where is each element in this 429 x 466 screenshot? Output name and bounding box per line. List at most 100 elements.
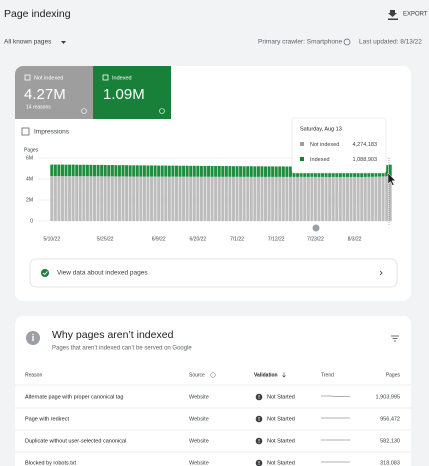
view-link[interactable]: View data about indexed pages xyxy=(57,270,148,277)
bar xyxy=(388,164,392,177)
bar xyxy=(196,176,200,221)
bar xyxy=(264,166,268,177)
bar xyxy=(210,176,214,221)
bar xyxy=(306,176,310,221)
bar xyxy=(221,166,225,177)
bar xyxy=(274,166,278,177)
pages-filter[interactable]: All known pages xyxy=(4,39,52,46)
bar xyxy=(93,176,97,221)
bar xyxy=(171,176,175,221)
tile-label: Indexed xyxy=(112,75,132,81)
bar xyxy=(317,176,321,221)
section-title: Why pages aren’t indexed xyxy=(52,329,174,341)
bar xyxy=(217,176,221,221)
bar xyxy=(132,176,136,221)
status-glyph xyxy=(258,420,260,421)
annotation-marker[interactable] xyxy=(312,224,320,232)
bar xyxy=(363,176,367,221)
bar xyxy=(296,176,300,221)
not-indexed-tile[interactable] xyxy=(15,66,93,119)
export-icon[interactable] xyxy=(388,10,398,20)
bar xyxy=(50,176,54,221)
bar xyxy=(256,176,260,221)
bar xyxy=(82,176,86,221)
export-button[interactable]: EXPORT xyxy=(403,12,428,18)
column-header: Validation xyxy=(254,372,278,378)
bar xyxy=(221,176,225,221)
bar xyxy=(278,166,282,177)
info-icon[interactable] xyxy=(159,108,165,114)
bar xyxy=(288,176,292,221)
bar xyxy=(146,176,150,221)
x-tick-label: 8/3/22 xyxy=(348,236,362,242)
column-header: Trend xyxy=(321,372,334,378)
bar xyxy=(260,176,264,221)
bar xyxy=(385,165,389,177)
bar xyxy=(321,176,325,221)
cursor xyxy=(387,172,397,186)
bar xyxy=(78,164,82,177)
bar xyxy=(150,165,154,177)
x-tick-label: 7/12/22 xyxy=(268,236,285,242)
trend-sparkline xyxy=(321,395,350,397)
bar xyxy=(267,176,271,221)
impressions-toggle[interactable]: Impressions xyxy=(34,129,70,136)
bar xyxy=(103,165,107,177)
bar xyxy=(174,176,178,221)
bar xyxy=(253,166,257,177)
bar xyxy=(242,176,246,221)
check-mark xyxy=(42,271,48,276)
status-glyph xyxy=(258,439,260,442)
filter-icon[interactable] xyxy=(391,335,399,342)
chevron xyxy=(379,270,383,276)
bar xyxy=(228,166,232,177)
bar xyxy=(324,176,328,221)
bar xyxy=(370,176,374,221)
status-glyph xyxy=(258,398,260,399)
link-row[interactable] xyxy=(29,258,398,288)
info-icon xyxy=(210,372,216,378)
bar xyxy=(267,166,271,177)
tooltip-label: Not indexed xyxy=(310,142,339,148)
bar xyxy=(164,176,168,221)
bar xyxy=(71,164,75,177)
bar xyxy=(285,176,289,221)
bar xyxy=(128,165,132,177)
bar xyxy=(178,176,182,221)
bar xyxy=(153,165,157,177)
bar xyxy=(253,176,257,221)
checkbox[interactable] xyxy=(24,74,31,81)
bar xyxy=(89,176,93,221)
bar xyxy=(235,166,239,177)
bar xyxy=(271,166,275,177)
reason: Alternate page with proper canonical tag xyxy=(25,394,123,400)
bar xyxy=(313,176,317,221)
bar xyxy=(338,176,342,221)
bar xyxy=(53,176,57,221)
bar xyxy=(281,166,285,177)
bar xyxy=(196,165,200,177)
info-icon[interactable] xyxy=(343,38,351,46)
bar xyxy=(117,165,121,177)
bar xyxy=(68,164,72,177)
info-icon[interactable] xyxy=(81,108,87,114)
checkbox[interactable] xyxy=(21,127,30,136)
bar xyxy=(228,176,232,221)
source: Website xyxy=(189,416,209,422)
bar xyxy=(360,176,364,221)
bar xyxy=(139,176,143,221)
reason: Blocked by robots.txt xyxy=(25,460,77,466)
bar xyxy=(100,164,104,177)
pages: 318,083 xyxy=(380,460,400,466)
bar xyxy=(207,176,211,221)
bar xyxy=(285,166,289,177)
tooltip-label: Indexed xyxy=(310,157,330,163)
checkbox[interactable] xyxy=(102,74,109,81)
column-header: Source xyxy=(189,372,205,378)
bar xyxy=(96,176,100,221)
check-icon xyxy=(41,269,49,277)
bar xyxy=(75,176,79,221)
bar xyxy=(125,165,129,177)
bar xyxy=(192,165,196,177)
